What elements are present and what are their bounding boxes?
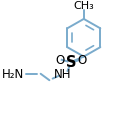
Text: S: S xyxy=(66,55,76,70)
Text: NH: NH xyxy=(54,68,72,81)
Text: O: O xyxy=(55,53,64,66)
Text: O: O xyxy=(77,53,87,66)
Text: H₂N: H₂N xyxy=(1,68,24,81)
Text: CH₃: CH₃ xyxy=(73,1,94,11)
